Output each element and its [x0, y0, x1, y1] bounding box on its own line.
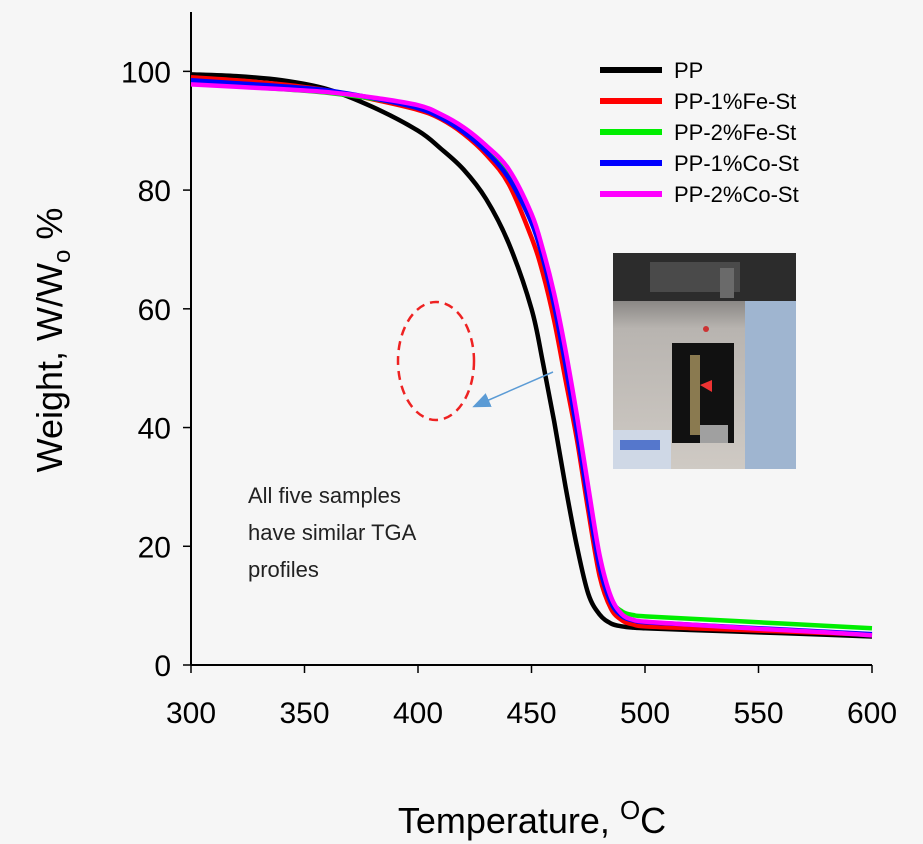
legend-label: PP-1%Fe-St	[674, 89, 796, 114]
y-axis-title-text: Weight, W/W	[29, 263, 70, 472]
tga-instrument-photo	[613, 253, 796, 469]
y-axis-title-sub: o	[49, 250, 76, 263]
x-axis-title-sup: O	[620, 795, 640, 825]
legend-label: PP-1%Co-St	[674, 151, 799, 176]
annotation-line-1: All five samples	[248, 483, 401, 508]
y-tick-label: 20	[138, 531, 171, 564]
x-axis-title: Temperature, OC	[398, 795, 666, 841]
legend-label: PP	[674, 58, 703, 83]
x-tick-label: 350	[279, 697, 329, 730]
x-tick-label: 600	[847, 697, 897, 730]
x-ticks: 300 350 400 450 500 550 600	[166, 665, 897, 730]
x-axis-title-unit: C	[640, 800, 666, 841]
annotation-line-3: profiles	[248, 557, 319, 582]
highlight-ellipse	[396, 300, 476, 422]
x-axis-title-text: Temperature,	[398, 800, 620, 841]
y-tick-label: 0	[154, 650, 171, 683]
x-tick-label: 400	[393, 697, 443, 730]
series-line-4	[190, 82, 873, 638]
annotation-line-2: have similar TGA	[248, 520, 417, 545]
y-tick-label: 80	[138, 175, 171, 208]
annotation: All five samples have similar TGA profil…	[248, 300, 554, 582]
y-tick-label: 40	[138, 413, 171, 446]
legend: PP PP-1%Fe-St PP-2%Fe-St PP-1%Co-St PP-2%Co-…	[600, 58, 799, 207]
y-axis-title: Weight, W/Wo %	[29, 208, 76, 473]
legend-label: PP-2%Fe-St	[674, 120, 796, 145]
x-tick-label: 550	[733, 697, 783, 730]
x-tick-label: 300	[166, 697, 216, 730]
y-tick-label: 60	[138, 294, 171, 327]
series-group	[190, 72, 873, 639]
y-ticks: 0 20 40 60 80 100	[121, 56, 191, 683]
x-tick-label: 500	[620, 697, 670, 730]
legend-label: PP-2%Co-St	[674, 182, 799, 207]
annotation-arrow	[472, 371, 554, 408]
y-tick-label: 100	[121, 56, 171, 89]
y-axis-title-unit: %	[29, 208, 70, 250]
x-tick-label: 450	[506, 697, 556, 730]
